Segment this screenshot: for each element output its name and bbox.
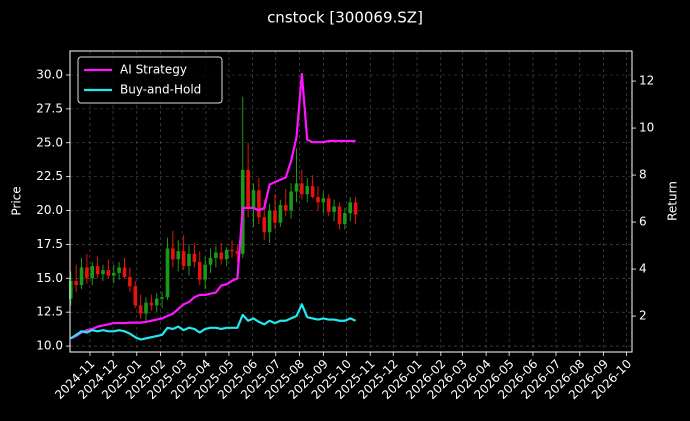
- candle-body: [219, 252, 224, 260]
- candle-body: [353, 202, 358, 215]
- candle-body: [348, 202, 353, 214]
- candle-body: [68, 280, 73, 299]
- candle-body: [197, 262, 202, 280]
- y2-tick-label: 4: [639, 262, 647, 276]
- y-tick-label: 22.5: [36, 169, 63, 183]
- y2-tick-label: 8: [639, 168, 647, 182]
- candle-body: [262, 217, 267, 233]
- candle-body: [321, 198, 326, 203]
- candle-body: [95, 266, 100, 275]
- candle-body: [165, 248, 170, 298]
- candle-body: [171, 248, 175, 260]
- y2-tick-label: 12: [639, 74, 654, 88]
- y-tick-label: 10.0: [36, 339, 63, 353]
- candle-body: [154, 298, 159, 306]
- y-tick-label: 15.0: [36, 271, 63, 285]
- candle-body: [224, 249, 229, 260]
- legend-label: AI Strategy: [120, 63, 187, 77]
- candle-body: [176, 251, 181, 260]
- candle-body: [79, 267, 84, 286]
- candle-body: [138, 305, 143, 314]
- candle-body: [122, 267, 127, 277]
- candle-body: [235, 251, 240, 254]
- candle-body: [251, 190, 256, 208]
- candle-body: [289, 191, 293, 211]
- candle-body: [160, 297, 164, 299]
- candle-body: [337, 206, 342, 225]
- candle-body: [85, 267, 89, 279]
- series-line: [70, 72, 356, 340]
- candle-body: [187, 253, 191, 267]
- candle-body: [273, 210, 277, 223]
- candle-body: [214, 252, 218, 258]
- candle-body: [230, 249, 234, 252]
- series-line: [70, 303, 357, 341]
- candle-body: [106, 270, 111, 276]
- candle-body: [101, 270, 105, 275]
- y2-tick-label: 10: [639, 121, 654, 135]
- candle-body: [257, 190, 261, 218]
- candle-body: [343, 213, 347, 225]
- candle-body: [133, 286, 138, 306]
- candle-body: [144, 302, 148, 314]
- candle-body: [278, 205, 283, 223]
- y2-axis-label: Return: [666, 181, 680, 221]
- y-tick-label: 25.0: [36, 135, 63, 149]
- candle-body: [90, 266, 95, 279]
- candle-body: [111, 272, 116, 276]
- plot-frame: [69, 50, 633, 353]
- candle-body: [246, 169, 250, 208]
- chart-title: cnstock [300069.SZ]: [267, 9, 423, 27]
- candle-body: [310, 186, 315, 197]
- candle-body: [181, 251, 186, 267]
- candle-body: [117, 267, 121, 273]
- y2-tick-label: 2: [639, 309, 647, 323]
- candle-body: [74, 280, 78, 286]
- legend-box: [77, 56, 223, 104]
- y-axis-label: Price: [10, 186, 24, 215]
- candle-body: [305, 186, 310, 195]
- candle-body: [192, 253, 197, 263]
- candle-body: [294, 183, 299, 192]
- y-tick-label: 12.5: [36, 305, 63, 319]
- candle-body: [149, 302, 154, 306]
- candle-body: [208, 257, 213, 265]
- candle-body: [316, 196, 320, 203]
- y-tick-label: 20.0: [36, 203, 63, 217]
- y-tick-label: 17.5: [36, 237, 63, 251]
- y2-tick-label: 6: [639, 215, 647, 229]
- y-tick-label: 30.0: [36, 67, 63, 81]
- candle-body: [300, 183, 304, 195]
- candle-body: [283, 205, 288, 211]
- legend-label: Buy-and-Hold: [120, 83, 201, 97]
- candle-body: [332, 206, 336, 212]
- y-tick-label: 27.5: [36, 101, 63, 115]
- candle-body: [267, 210, 272, 233]
- candle-body: [203, 264, 207, 280]
- candle-body: [128, 276, 132, 287]
- candle-body: [326, 198, 331, 212]
